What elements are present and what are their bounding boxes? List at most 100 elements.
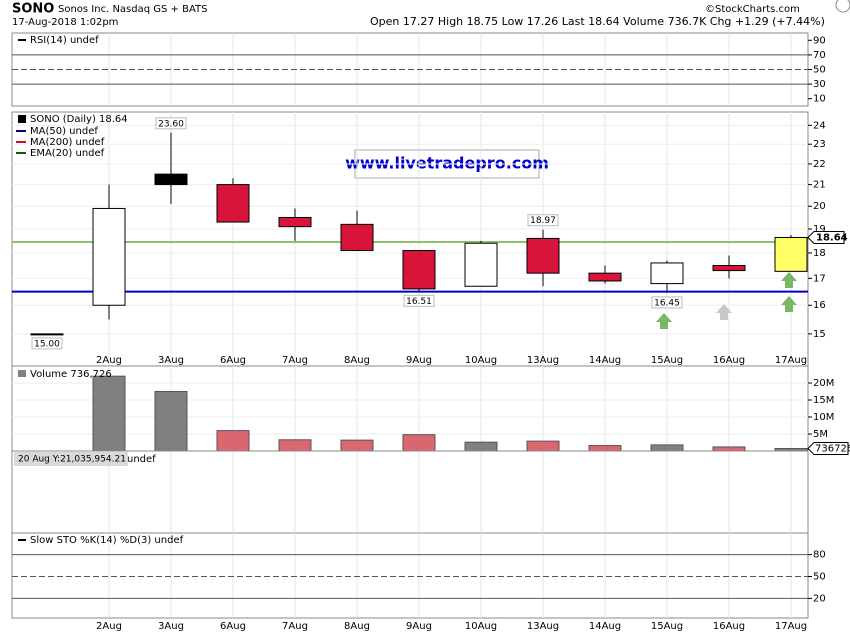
symbol: SONO xyxy=(12,2,54,17)
x-tick-label: 10Aug xyxy=(465,621,497,632)
candle-body xyxy=(278,216,312,228)
label-box xyxy=(31,337,63,350)
legend-label: MA(50) undef xyxy=(30,126,98,137)
legend-label: MA(200) undef xyxy=(30,137,105,148)
candle-body xyxy=(774,236,808,272)
x-tick-label: 17Aug xyxy=(775,355,807,366)
candle-body xyxy=(464,242,498,287)
y-tick-label: 20 xyxy=(813,201,826,212)
x-tick-label: 10Aug xyxy=(465,355,497,366)
legend-title: SONO (Daily) 18.64 xyxy=(30,114,128,125)
y-tick-label: 21 xyxy=(813,180,826,191)
candle-body xyxy=(588,272,622,282)
y-tick-label: 23 xyxy=(813,139,826,150)
panel-frame xyxy=(11,532,809,619)
volume-bar xyxy=(464,441,498,452)
candle-body xyxy=(92,207,126,306)
last-marker xyxy=(807,230,845,244)
y-tick-label: 70 xyxy=(813,50,826,61)
y-tick-label: 24 xyxy=(813,120,826,131)
y-tick-label: 20 xyxy=(813,593,826,604)
volume-bar xyxy=(588,445,622,452)
arrow xyxy=(656,313,672,329)
x-tick-label: 2Aug xyxy=(96,621,122,632)
x-tick-label: 16Aug xyxy=(713,621,745,632)
x-tick-label: 6Aug xyxy=(220,621,246,632)
candle-body xyxy=(402,250,436,290)
x-tick-label: 3Aug xyxy=(158,355,184,366)
x-tick-label: 9Aug xyxy=(406,621,432,632)
watermark: www.livetradepro.com xyxy=(345,154,549,173)
y-tick-label: 50 xyxy=(813,65,826,76)
candle-body xyxy=(216,184,250,223)
low-label: 16.45 xyxy=(654,298,680,308)
x-tick-label: 14Aug xyxy=(589,621,621,632)
legend-swatch xyxy=(18,115,26,123)
date: 17-Aug-2018 1:02pm xyxy=(12,17,118,28)
x-tick-label: 14Aug xyxy=(589,355,621,366)
high-label: 18.97 xyxy=(530,216,556,226)
arrow xyxy=(781,296,797,312)
legend-swatch xyxy=(18,370,26,377)
company: Sonos Inc. Nasdaq GS + BATS xyxy=(58,4,208,15)
x-tick-label: 2Aug xyxy=(96,355,122,366)
x-tick-label: 15Aug xyxy=(651,355,683,366)
x-tick-label: 9Aug xyxy=(406,355,432,366)
panel-title: Volume 736,726 xyxy=(30,369,112,380)
low-label: 15.00 xyxy=(34,339,60,349)
menu-icon[interactable] xyxy=(835,0,850,13)
signal-arrows xyxy=(656,272,797,329)
volume-bar xyxy=(278,439,312,452)
candle-body xyxy=(712,264,746,272)
y-tick-label: 16 xyxy=(813,300,826,311)
volume-bar xyxy=(526,440,560,452)
y-tick-label: 50 xyxy=(813,572,826,583)
candle-body xyxy=(526,237,560,274)
last-marker xyxy=(807,441,849,455)
y-tick-label: 17 xyxy=(813,273,826,284)
quote: Open 17.27 High 18.75 Low 17.26 Last 18.… xyxy=(370,15,825,28)
panel-title: Slow STO %K(14) %D(3) undef xyxy=(30,535,184,546)
y-tick-label: 80 xyxy=(813,550,826,561)
x-tick-label: 3Aug xyxy=(158,621,184,632)
y-tick-label: 10 xyxy=(813,94,826,105)
volume-bar xyxy=(650,444,684,452)
last-label: 18.64 xyxy=(816,232,848,243)
y-tick-label: 15 xyxy=(813,329,826,340)
y-tick-label: 19 xyxy=(813,224,826,235)
x-tick-label: 7Aug xyxy=(282,621,308,632)
copyright: ©StockCharts.com xyxy=(705,4,800,15)
tooltip-box xyxy=(14,452,128,466)
x-tick-label: 15Aug xyxy=(651,621,683,632)
arrow xyxy=(781,272,797,288)
low-label: 16.51 xyxy=(406,297,432,307)
y-tick-label: 10M xyxy=(813,412,834,423)
label-box xyxy=(527,214,559,227)
panel-title: RSI(14) undef xyxy=(30,35,99,46)
y-tick-label: 22 xyxy=(813,159,826,170)
high-label: 23.60 xyxy=(158,119,184,129)
last-volume: 736726 xyxy=(815,443,850,454)
volume-bar xyxy=(154,390,188,452)
volume-bar xyxy=(712,446,746,452)
tooltip: 20 Aug Y:21,035,954.21 xyxy=(18,455,126,465)
arrow xyxy=(716,304,732,320)
y-tick-label: 90 xyxy=(813,35,826,46)
y-tick-label: 15M xyxy=(813,395,834,406)
label-box xyxy=(651,296,683,309)
x-tick-label: 13Aug xyxy=(527,355,559,366)
volume-bar xyxy=(92,375,126,452)
x-tick-label: 17Aug xyxy=(775,621,807,632)
candle-body xyxy=(30,333,64,336)
x-tick-label: 6Aug xyxy=(220,355,246,366)
x-tick-label: 8Aug xyxy=(344,355,370,366)
label-box xyxy=(403,294,435,307)
volume-bar xyxy=(402,434,436,452)
label-box xyxy=(155,117,187,130)
legend-label: EMA(20) undef xyxy=(30,148,105,159)
y-tick-label: 30 xyxy=(813,79,826,90)
y-tick-label: 20M xyxy=(813,378,834,389)
volume-ma: undef xyxy=(127,454,156,465)
